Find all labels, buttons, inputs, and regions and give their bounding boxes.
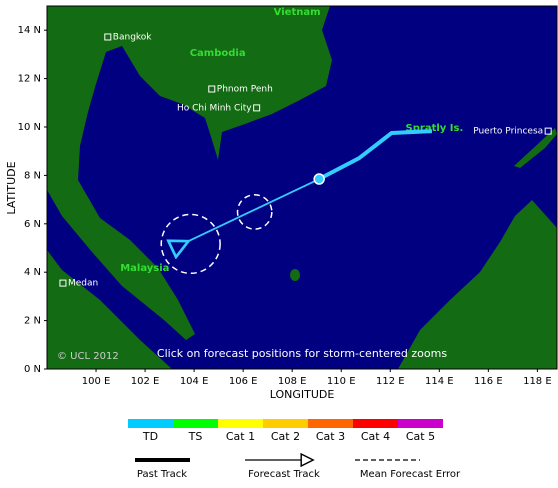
city-label: Puerto Princesa — [473, 127, 543, 137]
legend-label: Cat 2 — [271, 430, 300, 443]
y-axis-label: LATITUDE — [5, 161, 18, 214]
city-marker — [544, 127, 552, 135]
x-tick-label: 112 E — [376, 376, 405, 387]
land — [47, 6, 557, 369]
borneo — [398, 200, 557, 369]
y-tick-label: 6 N — [24, 219, 41, 230]
legend-label: Forecast Track — [248, 469, 320, 480]
legend-swatch — [263, 419, 308, 428]
error-circle — [160, 213, 221, 275]
map[interactable]: Bangkok Phnom Penh Ho Chi Minh City Puerto … — [47, 6, 557, 369]
legend-label: Cat 5 — [406, 430, 435, 443]
y-tick-label: 0 N — [24, 364, 41, 375]
x-tick-label: 118 E — [523, 376, 552, 387]
city-marker — [253, 104, 261, 112]
x-tick-label: 116 E — [474, 376, 503, 387]
city-marker — [59, 279, 67, 287]
legend-swatch — [353, 419, 398, 428]
y-tick-label: 10 N — [18, 122, 41, 133]
y-tick-label: 14 N — [18, 25, 41, 36]
legend-label: Mean Forecast Error — [360, 469, 461, 480]
x-tick-label: 106 E — [229, 376, 258, 387]
x-axis-label: LONGITUDE — [270, 388, 335, 401]
legend-label: TS — [188, 430, 203, 443]
city-label: Ho Chi Minh City — [177, 103, 252, 113]
city-label: Bangkok — [113, 32, 153, 42]
hint: Click on forecast positions for storm-ce… — [157, 347, 447, 360]
map-frame — [46, 5, 558, 370]
x-tick-label: 100 E — [82, 376, 111, 387]
palawan — [514, 128, 557, 168]
mainland — [47, 6, 332, 340]
storm-position — [313, 173, 325, 185]
legend-label: TD — [142, 430, 158, 443]
legend-label: Cat 3 — [316, 430, 345, 443]
region-label: Spratly Is. — [406, 123, 464, 134]
x-tick-label: 114 E — [425, 376, 454, 387]
legend-label: Past Track — [137, 469, 187, 480]
legend-swatch — [128, 419, 173, 428]
legend-swatch — [398, 419, 443, 428]
legend-label: Cat 1 — [226, 430, 255, 443]
city-label: Medan — [68, 279, 98, 289]
legend-swatch — [218, 419, 263, 428]
forecast-track — [187, 178, 320, 242]
x-tick-label: 110 E — [327, 376, 356, 387]
past-track — [318, 129, 433, 181]
island — [290, 269, 300, 281]
legend-swatch — [173, 419, 218, 428]
city-label: Phnom Penh — [217, 85, 273, 95]
y-tick-label: 4 N — [24, 267, 41, 278]
copyright: © UCL 2012 — [57, 351, 119, 362]
x-tick-label: 108 E — [278, 376, 307, 387]
y-tick-label: 8 N — [24, 170, 41, 181]
y-tick-label: 2 N — [24, 316, 41, 327]
x-tick-label: 104 E — [180, 376, 209, 387]
city-marker — [104, 33, 112, 41]
error-circle — [236, 194, 273, 230]
region-label: Malaysia — [120, 263, 169, 274]
legend-swatch — [308, 419, 353, 428]
region-label: Cambodia — [190, 48, 246, 59]
legend-label: Cat 4 — [361, 430, 390, 443]
city-marker — [208, 85, 216, 93]
x-tick-label: 102 E — [131, 376, 160, 387]
y-tick-label: 12 N — [18, 74, 41, 85]
sumatra — [47, 250, 172, 369]
region-label: Vietnam — [274, 7, 321, 18]
